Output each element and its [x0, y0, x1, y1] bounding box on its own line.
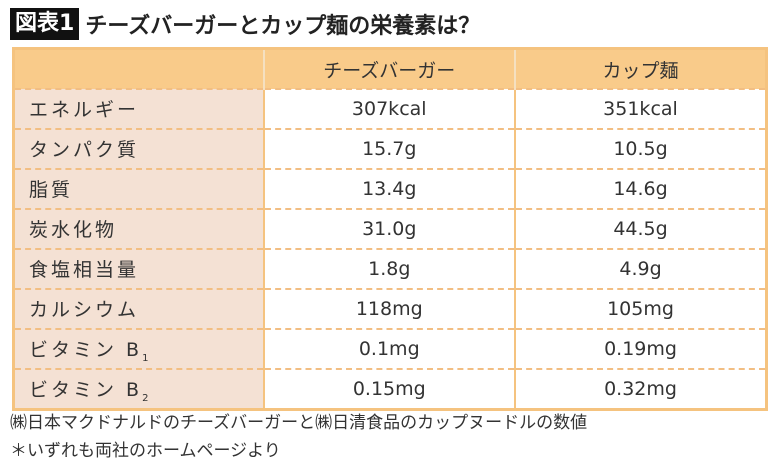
cup-noodle-value: 105mg — [515, 288, 767, 329]
row-label-text: タンパク質 — [29, 138, 140, 161]
row-label: タンパク質 — [13, 128, 265, 169]
footnote-source: ㈱日本マクドナルドのチーズバーガーと㈱日清食品のカップヌードルの数値 — [10, 413, 588, 433]
figure-badge: 図表1 — [10, 8, 80, 40]
header-empty — [13, 48, 265, 89]
table-row: カルシウム 118mg 105mg — [13, 288, 767, 329]
cheeseburger-value: 13.4g — [263, 168, 516, 209]
nutrition-table: チーズバーガー カップ麺 エネルギー 307kcal 351kcal タンパク質 … — [12, 47, 768, 411]
table-row: ビタミン B1 0.1mg 0.19mg — [13, 328, 767, 369]
table-row: 炭水化物 31.0g 44.5g — [13, 208, 767, 249]
row-label: カルシウム — [13, 288, 265, 329]
row-label: ビタミン B2 — [13, 368, 265, 410]
cheeseburger-value: 307kcal — [263, 88, 516, 129]
cheeseburger-value: 31.0g — [263, 208, 516, 249]
row-label-text: カルシウム — [29, 298, 140, 321]
cup-noodle-value: 44.5g — [515, 208, 767, 249]
header-cheeseburger: チーズバーガー — [263, 48, 516, 89]
cheeseburger-value: 0.1mg — [263, 328, 516, 369]
cheeseburger-value: 15.7g — [263, 128, 516, 169]
table-row: ビタミン B2 0.15mg 0.32mg — [13, 368, 767, 410]
row-label: 食塩相当量 — [13, 248, 265, 289]
table-row: 脂質 13.4g 14.6g — [13, 168, 767, 209]
header-cup-noodle: カップ麺 — [515, 48, 767, 89]
row-label-text: 脂質 — [29, 178, 74, 201]
row-label: 炭水化物 — [13, 208, 265, 249]
figure-title-text: チーズバーガーとカップ麺の栄養素は？ — [85, 14, 481, 39]
cup-noodle-value: 0.19mg — [515, 328, 767, 369]
header-row: チーズバーガー カップ麺 — [13, 48, 767, 89]
cup-noodle-value: 0.32mg — [515, 368, 767, 410]
cup-noodle-value: 351kcal — [515, 88, 767, 129]
cheeseburger-value: 118mg — [263, 288, 516, 329]
table-row: 食塩相当量 1.8g 4.9g — [13, 248, 767, 289]
table-row: エネルギー 307kcal 351kcal — [13, 88, 767, 129]
cup-noodle-value: 10.5g — [515, 128, 767, 169]
cup-noodle-value: 4.9g — [515, 248, 767, 289]
row-label-text: 食塩相当量 — [29, 258, 140, 281]
row-label-subscript: 1 — [142, 352, 152, 364]
cup-noodle-value: 14.6g — [515, 168, 767, 209]
row-label: エネルギー — [13, 88, 265, 129]
row-label-text: エネルギー — [29, 98, 140, 121]
cheeseburger-value: 1.8g — [263, 248, 516, 289]
row-label-text: ビタミン B — [29, 338, 143, 361]
row-label-text: ビタミン B — [29, 378, 143, 401]
row-label: 脂質 — [13, 168, 265, 209]
row-label: ビタミン B1 — [13, 328, 265, 369]
row-label-subscript: 2 — [142, 392, 152, 404]
figure-title: 図表1 チーズバーガーとカップ麺の栄養素は？ — [10, 7, 480, 41]
row-label-text: 炭水化物 — [29, 218, 118, 241]
table-row: タンパク質 15.7g 10.5g — [13, 128, 767, 169]
footnote-note: ＊いずれも両社のホームページより — [10, 441, 281, 461]
cheeseburger-value: 0.15mg — [263, 368, 516, 410]
